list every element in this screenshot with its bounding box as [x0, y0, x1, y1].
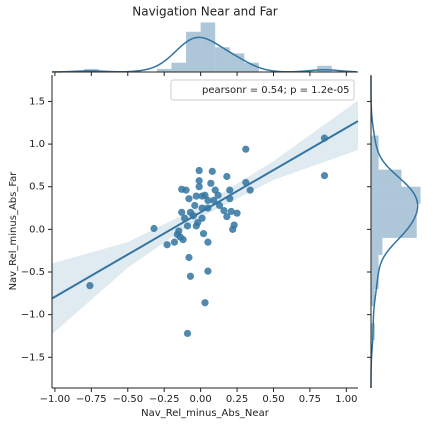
scatter-point: [179, 236, 187, 244]
scatter-point: [210, 196, 218, 204]
top-hist-bar: [156, 68, 172, 72]
scatter-point: [178, 208, 186, 216]
right-hist-bar: [371, 220, 417, 238]
top-hist-bar: [215, 47, 230, 72]
right-hist-bar: [371, 237, 383, 255]
right-hist-bar: [371, 254, 379, 273]
y-tick-label: −1.0: [21, 310, 45, 321]
right-hist-bar: [371, 289, 375, 307]
scatter-point: [195, 177, 203, 185]
scatter-point: [208, 167, 216, 175]
scatter-point: [226, 186, 234, 194]
legend-text: pearsonr = 0.54; p = 1.2e-05: [202, 85, 350, 96]
right-kde: [370, 75, 419, 389]
y-tick-label: −0.5: [21, 267, 45, 278]
scatter-point: [185, 195, 193, 203]
scatter-point: [201, 299, 209, 307]
x-tick-label: −0.75: [76, 394, 107, 405]
right-hist-bar: [371, 203, 417, 221]
x-tick-label: −0.25: [149, 394, 180, 405]
x-tick-label: −1.00: [40, 394, 71, 405]
top-hist-bar: [186, 31, 201, 73]
top-kde: [51, 36, 357, 73]
top-hist-bar: [200, 22, 216, 73]
scatter-point: [175, 227, 183, 235]
top-hist-bar: [317, 65, 332, 72]
y-axis-label: Nav_Rel_minus_Abs_Far: [8, 171, 19, 291]
scatter-point: [198, 192, 206, 200]
regression-line: [51, 120, 359, 300]
scatter-point: [223, 212, 231, 221]
confidence-band: [52, 100, 358, 335]
y-tick-label: −1.5: [21, 352, 45, 363]
right-hist-bar: [371, 152, 379, 170]
scatter-point: [214, 191, 222, 199]
right-hist-bar: [371, 272, 379, 290]
scatter-point: [191, 201, 199, 210]
right-hist-bar: [371, 135, 379, 153]
y-tick-label: 0.5: [29, 182, 45, 193]
scatter-point: [170, 238, 178, 246]
scatter-point: [223, 172, 231, 181]
scatter-point: [233, 209, 241, 217]
scatter-point: [207, 179, 215, 187]
y-tick-label: 0.0: [29, 224, 45, 235]
y-tick-label: 1.0: [29, 139, 45, 150]
scatter-point: [215, 201, 224, 210]
scatter-point: [195, 166, 203, 175]
scatter-point: [246, 186, 254, 194]
scatter-point: [220, 207, 228, 215]
scatter-point: [204, 196, 212, 204]
legend-box: [170, 79, 355, 101]
scatter-point: [227, 207, 235, 216]
scatter-point: [192, 192, 200, 200]
scatter-point: [230, 221, 238, 229]
scatter-point: [195, 183, 203, 191]
scatter-point: [204, 238, 212, 246]
scatter-point: [198, 214, 206, 222]
scatter-point: [185, 253, 193, 262]
x-tick-label: 0.25: [226, 394, 248, 405]
right-hist-bar: [371, 169, 402, 187]
right-hist-bar: [371, 186, 421, 204]
scatter-point: [163, 241, 171, 249]
x-axis-label: Nav_Rel_minus_Abs_Near: [141, 408, 270, 419]
x-tick-label: 1.00: [335, 394, 357, 405]
scatter-point: [186, 272, 195, 280]
scatter-point: [86, 282, 94, 290]
top-hist-bar: [171, 62, 187, 72]
x-tick-label: −0.50: [112, 394, 143, 405]
scatter-point: [242, 145, 250, 153]
y-tick-label: 1.5: [29, 96, 45, 107]
x-tick-label: 0.50: [262, 394, 284, 405]
x-tick-label: 0.75: [299, 394, 321, 405]
scatter-point: [150, 224, 158, 233]
top-hist-bar: [244, 62, 259, 72]
chart-title: Navigation Near and Far: [132, 5, 278, 19]
scatter-point: [199, 230, 208, 238]
scatter-point: [204, 267, 212, 275]
x-tick-label: 0.00: [189, 394, 211, 405]
scatter-point: [320, 172, 329, 180]
scatter-point: [182, 186, 190, 194]
scatter-point: [183, 329, 192, 338]
scatter-point: [183, 222, 192, 230]
